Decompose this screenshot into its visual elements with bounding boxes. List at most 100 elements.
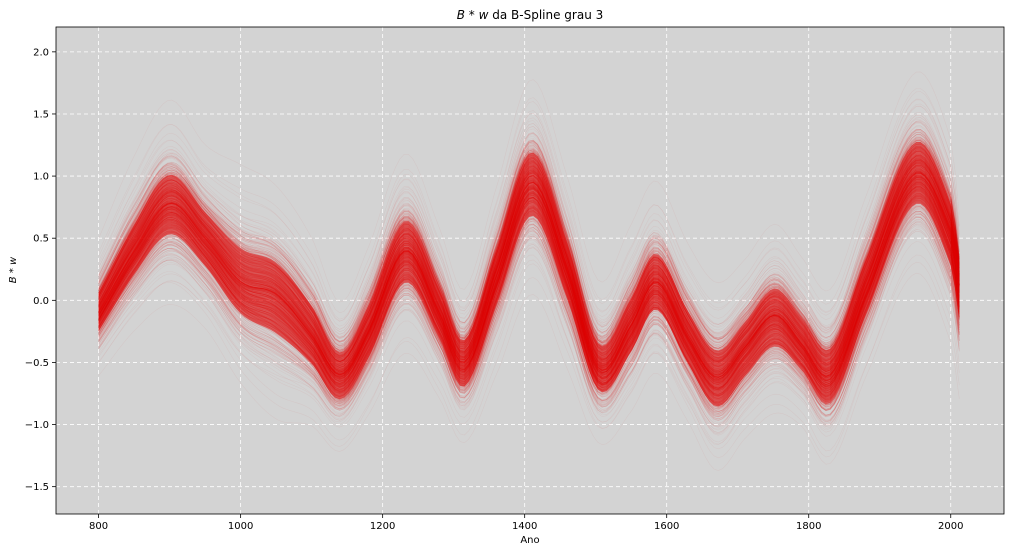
sample-curve	[98, 217, 960, 417]
series-lines	[98, 142, 960, 407]
sample-curve-outer	[98, 122, 960, 339]
y-tick-label: 0.5	[33, 234, 49, 245]
sample-curve	[98, 131, 960, 349]
sample-curve-outer	[98, 225, 960, 425]
y-axis-label: B * w	[8, 256, 19, 283]
chart-title: B * w da B-Spline grau 3	[457, 8, 604, 22]
x-tick-label: 1600	[654, 521, 679, 532]
sample-curve-outer	[98, 221, 960, 445]
sample-curve	[98, 138, 960, 352]
sample-curve	[98, 132, 960, 357]
sample-curve-outer	[98, 215, 960, 435]
sample-curve	[98, 140, 960, 346]
x-tick-label: 1000	[228, 521, 253, 532]
sample-curve-outer	[98, 91, 960, 322]
sample-curve-outer	[98, 132, 960, 342]
sample-curve-outer	[98, 208, 960, 412]
sample-curve-outer	[98, 143, 960, 352]
x-tick-label: 1200	[370, 521, 395, 532]
sample-curve-outer	[98, 224, 960, 446]
sample-curve-outer	[98, 99, 960, 320]
sample-curve	[98, 223, 960, 422]
sample-curve-outer	[98, 230, 960, 428]
y-tick-label: −0.5	[25, 358, 49, 369]
sample-curve-outer	[98, 103, 960, 338]
sample-curve	[98, 128, 960, 338]
sample-curve-outer	[98, 126, 960, 344]
sample-curve	[98, 206, 960, 413]
sample-curve	[98, 138, 960, 351]
sample-curve-outer	[98, 216, 960, 427]
sample-curve	[98, 129, 960, 346]
x-tick-label: 1400	[512, 521, 537, 532]
sample-curve	[98, 210, 960, 411]
sample-curve-outer	[98, 218, 960, 422]
sample-curve-outer	[98, 225, 960, 428]
sample-curve	[98, 216, 960, 416]
sample-curve-outer	[98, 137, 960, 351]
sample-curve	[98, 211, 960, 411]
sample-curve-outer	[98, 207, 960, 415]
y-tick-label: 1.5	[33, 109, 49, 120]
sample-curve-outer	[98, 272, 960, 471]
sample-curve	[98, 129, 960, 347]
sample-curve	[98, 130, 960, 342]
sample-curve	[98, 130, 960, 352]
sample-curve	[98, 136, 960, 345]
sample-curve	[98, 120, 960, 344]
sample-curve	[98, 136, 960, 348]
sample-curve-outer	[98, 118, 960, 334]
sample-curve-outer	[98, 105, 960, 335]
sample-curve	[98, 216, 960, 420]
sample-curve	[98, 136, 960, 350]
sample-curve-outer	[98, 241, 960, 443]
sample-curve	[98, 140, 960, 351]
sample-curve	[98, 129, 960, 347]
sample-curve-outer	[98, 141, 960, 350]
series-core-band	[98, 142, 960, 407]
sample-curve	[98, 205, 960, 413]
y-tick-label: −1.0	[25, 420, 49, 431]
sample-curve-outer	[98, 229, 960, 425]
sample-curve-outer	[98, 134, 960, 352]
sample-curve-outer	[98, 88, 960, 314]
x-tick-label: 800	[89, 521, 108, 532]
sample-curve-outer	[98, 220, 960, 416]
sample-curve	[98, 121, 960, 339]
sample-curve-outer	[98, 261, 960, 452]
sample-curve	[98, 120, 960, 345]
sample-curve-outer	[98, 134, 960, 347]
x-axis-ticks: 800 1000 1200 1400 1600 1800 2000	[89, 514, 963, 532]
sample-curve-outer	[98, 207, 960, 408]
sample-curve	[98, 140, 960, 353]
y-axis-ticks: −1.5 −1.0 −0.5 0.0 0.5 1.0 1.5 2.0	[25, 47, 56, 493]
sample-curve	[98, 213, 960, 416]
sample-curve-outer	[98, 125, 960, 350]
sample-curve-outer	[98, 112, 960, 332]
sample-curve	[98, 140, 960, 348]
y-tick-label: 1.0	[33, 172, 49, 183]
sample-curve	[98, 213, 960, 415]
sample-curve-outer	[98, 208, 960, 433]
sample-curve-outer	[98, 230, 960, 433]
sample-curve	[98, 215, 960, 427]
sample-curve-outer	[98, 132, 960, 345]
x-tick-label: 2000	[938, 521, 963, 532]
sample-curve	[98, 221, 960, 418]
sample-curve	[98, 210, 960, 414]
x-axis-label: Ano	[520, 535, 539, 546]
sample-curve-outer	[98, 207, 960, 420]
sample-curve	[98, 214, 960, 417]
sample-curve-outer	[98, 210, 960, 427]
sample-curve	[98, 139, 960, 349]
sample-curve-outer	[98, 98, 960, 327]
sample-curve-outer	[98, 203, 960, 434]
sample-curve	[98, 114, 960, 345]
series-center-line	[98, 172, 960, 379]
y-tick-label: 2.0	[33, 47, 49, 58]
y-tick-label: −1.5	[25, 482, 49, 493]
sample-curve-outer	[98, 117, 960, 335]
sample-curve-outer	[98, 254, 960, 459]
y-tick-label: 0.0	[33, 296, 49, 307]
